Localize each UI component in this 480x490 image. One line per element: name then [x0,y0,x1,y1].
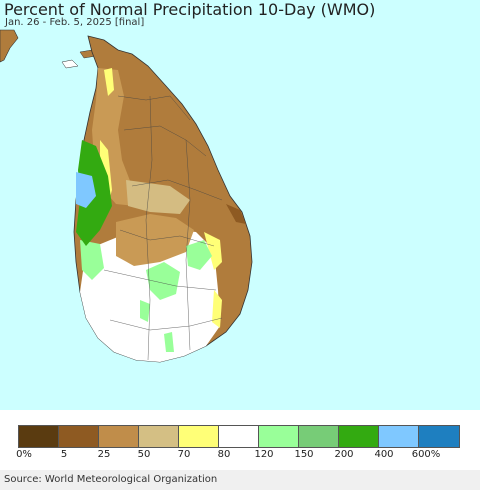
region-light-green [80,240,104,280]
map-title: Percent of Normal Precipitation 10-Day (… [4,0,376,19]
legend-label: 25 [97,449,111,460]
legend-swatch [59,426,99,447]
legend-swatch [339,426,379,447]
sri-lanka-map [0,29,253,363]
legend-swatch [179,426,219,447]
source-credit: Source: World Meteorological Organizatio… [4,474,218,485]
india-coast [0,29,19,63]
legend-swatch [299,426,339,447]
region-light-blue [76,172,96,208]
legend-swatch [379,426,419,447]
legend-swatch [139,426,179,447]
region-dark-brown [226,204,246,224]
map-area [0,0,480,410]
legend-label: 5 [60,449,68,460]
region-white [80,228,220,362]
region-light-green [164,332,174,352]
region-light-green [186,240,212,270]
legend-labels: 0% 5 25 50 70 80 120 150 200 400 600% [0,449,480,463]
region-yellow [204,232,222,270]
footer: Source: World Meteorological Organizatio… [0,470,480,490]
legend-label: 200 [334,449,354,460]
legend-label: 0% [16,449,32,460]
region-light-green [146,262,180,300]
legend-swatch [19,426,59,447]
legend-swatch [99,426,139,447]
legend-label: 70 [177,449,191,460]
legend-label: 400 [374,449,394,460]
region-light-tan [126,180,190,214]
legend-swatch [259,426,299,447]
island [61,59,79,69]
legend-color-bar [18,425,460,448]
legend-label: 600% [411,449,441,460]
legend-swatch [219,426,259,447]
legend-label: 50 [137,449,151,460]
legend-label: 150 [294,449,314,460]
legend-label: 80 [217,449,231,460]
district-boundaries [103,95,223,361]
map-subtitle: Jan. 26 - Feb. 5, 2025 [final] [5,17,145,28]
region-tan-central [116,214,194,266]
region-yellow [104,68,114,96]
legend-label: 120 [254,449,274,460]
region-light-green [140,300,150,322]
legend-swatch [419,426,459,447]
